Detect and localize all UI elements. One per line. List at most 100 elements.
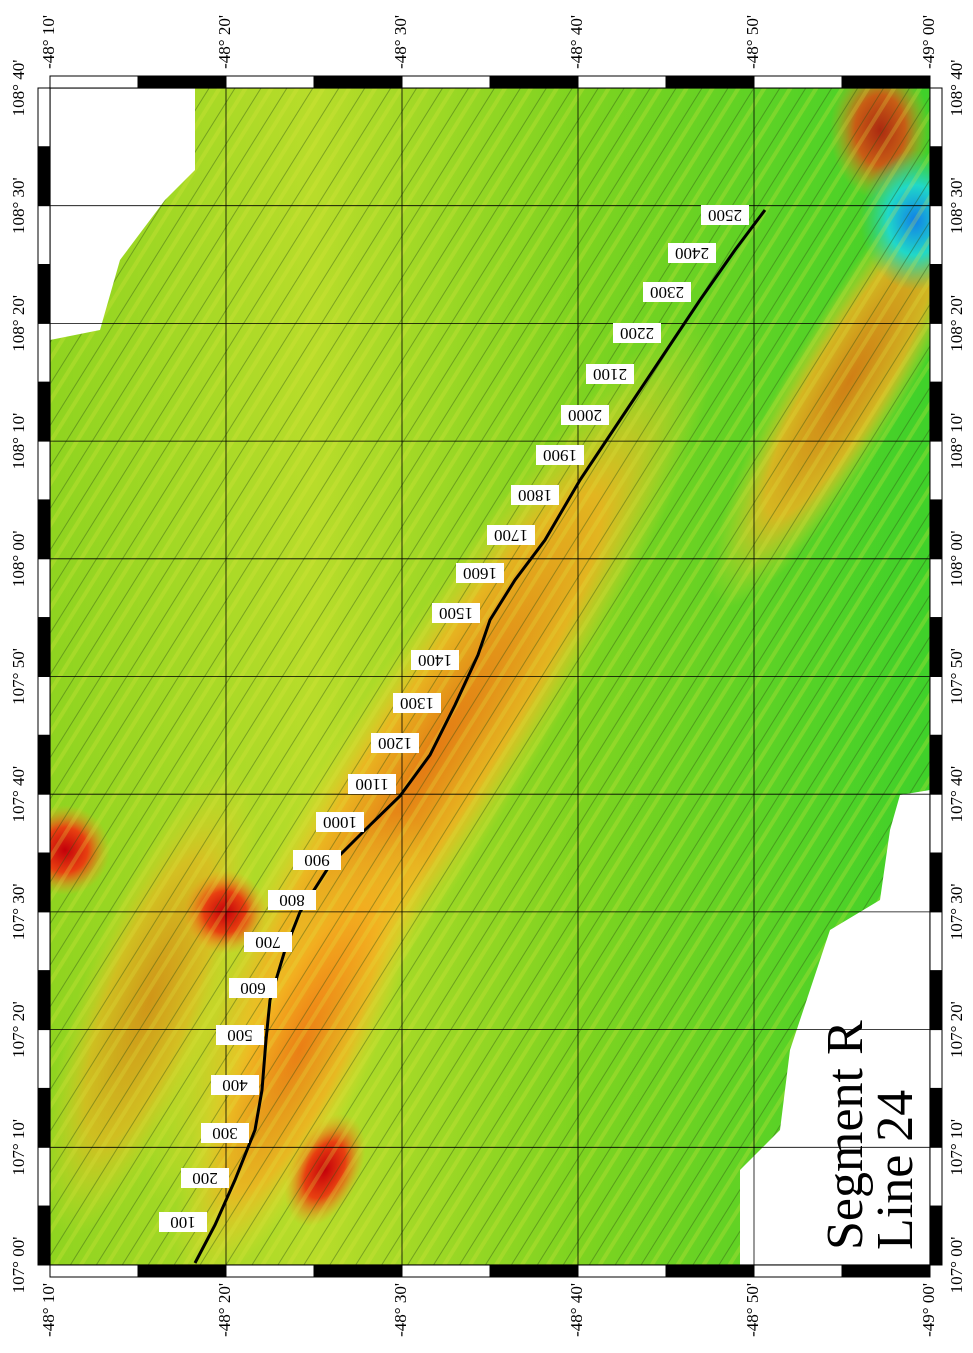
axis-labels: -48° 10' -48° 10' -48° 20' -48° 20' -48° 30'… [9,15,966,1337]
lat-label-right: 107° 10' [947,1119,966,1176]
track-label: 1500 [432,603,480,623]
lat-label-right: 108° 00' [947,530,966,587]
track-label-text: 1800 [518,486,552,505]
track-label: 900 [293,850,341,870]
track-label-text: 2200 [620,324,654,343]
lon-label-top: -48° 50' [743,15,762,69]
border-tick [841,1264,931,1278]
map-title: Segment R Line 24 [817,1020,924,1250]
track-label-box [244,932,292,952]
lon-label-bottom: -48° 40' [567,1283,586,1337]
track-label: 400 [211,1075,259,1095]
border-tick [753,1264,843,1278]
border-tick [929,911,943,972]
track-label-text: 1600 [463,564,497,583]
lon-label-bottom: -48° 50' [743,1283,762,1337]
track-label-box [668,243,716,263]
border-tick [929,793,943,854]
track-label: 1400 [411,650,459,670]
border-tick [37,87,51,148]
track-label-box [268,890,316,910]
lat-label-right: 107° 30' [947,884,966,941]
track-label: 1200 [371,733,419,753]
track-label: 300 [201,1123,249,1143]
border-tick [929,1146,943,1207]
track-label-box [643,282,691,302]
track-label-box [701,205,749,225]
border-tick [577,75,667,89]
border-tick [37,1146,51,1207]
graticule [50,88,930,1265]
border-tick [753,75,843,89]
border-tick [313,75,403,89]
track-label-text: 1100 [355,775,388,794]
lat-label-right: 108° 40' [947,60,966,117]
border-tick [929,970,943,1031]
track-label-box [316,812,364,832]
border-ticks [37,75,943,1278]
border-tick [37,734,51,795]
track-label: 1300 [393,693,441,713]
border-tick [929,440,943,501]
track-label-text: 1200 [378,734,412,753]
lat-label-left: 108° 30' [9,177,28,234]
border-tick [929,322,943,383]
border-tick [929,1087,943,1148]
border-tick [929,381,943,442]
lat-label-left: 108° 40' [9,60,28,117]
lat-label-left: 107° 00' [9,1237,28,1294]
lon-label-top: -48° 30' [391,15,410,69]
track-label: 2400 [668,243,716,263]
track-label-text: 700 [255,933,281,952]
border-tick [489,75,579,89]
track-label-text: 1900 [543,446,577,465]
lat-label-right: 107° 50' [947,648,966,705]
track-label-box [293,850,341,870]
border-tick [37,146,51,207]
border-tick [37,440,51,501]
track-label-text: 2400 [675,244,709,263]
track-label-text: 200 [192,1169,218,1188]
track-label: 2300 [643,282,691,302]
border-tick [225,75,315,89]
track-label-box [393,693,441,713]
track-label-box [159,1212,207,1232]
track-labels: 100 200 300 400 500 600 700 800 900 1000 1100 1200 1… [159,205,749,1232]
track-label-text: 1400 [418,651,452,670]
track-label-text: 1700 [494,526,528,545]
border-tick [37,676,51,736]
title-line: Line 24 [867,1090,924,1250]
lon-label-top: -49° 00' [919,15,938,69]
track-label-box [181,1168,229,1188]
track-label-text: 1000 [323,813,357,832]
border-tick [401,1264,491,1278]
track-label-text: 400 [222,1076,248,1095]
track-label-box [216,1025,264,1045]
track-label-box [487,525,535,545]
lat-label-right: 108° 10' [947,413,966,470]
track-label: 500 [216,1025,264,1045]
border-tick [37,911,51,972]
track-label: 2200 [613,323,661,343]
lat-label-left: 108° 00' [9,530,28,587]
border-tick [929,205,943,266]
border-tick [37,1029,51,1089]
lat-label-right: 107° 40' [947,766,966,823]
border-tick [137,1264,227,1278]
border-tick [37,499,51,560]
lat-label-right: 108° 30' [947,177,966,234]
border-tick [225,1264,315,1278]
lat-label-left: 107° 10' [9,1119,28,1176]
border-tick [665,1264,755,1278]
track-label-text: 2000 [568,406,602,425]
lat-label-right: 107° 20' [947,1001,966,1058]
track-label-text: 100 [170,1213,196,1232]
track-label-box [411,650,459,670]
lon-label-top: -48° 20' [215,15,234,69]
border-tick [929,558,943,619]
track-label-box [229,978,277,998]
track-label-box [586,364,634,384]
lat-label-right: 108° 20' [947,295,966,352]
track-label: 100 [159,1212,207,1232]
track-label-box [456,563,504,583]
